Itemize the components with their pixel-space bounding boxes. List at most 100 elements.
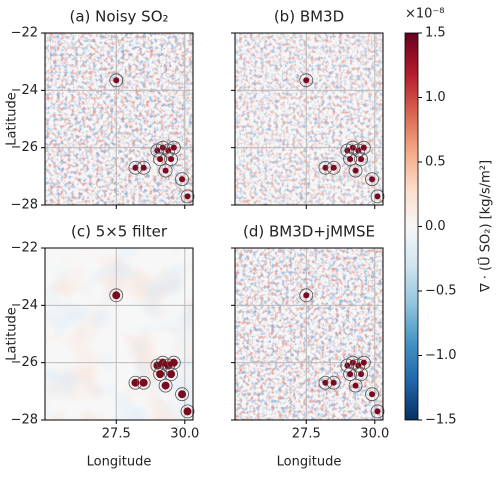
colorbar-multiplier: ×10⁻⁸ [405,7,445,22]
source-ring [370,189,385,204]
source-hotspot [162,167,169,174]
colorbar-tick-label: −1.5 [425,413,457,428]
source-ring [348,163,363,178]
source-ring [180,404,195,419]
source-ring [136,160,151,175]
source-hotspot [358,156,365,163]
source-ring [175,172,189,187]
source-ring [299,73,314,88]
source-hotspot [157,156,164,163]
x-tick-label: 27.5 [292,427,321,442]
source-hotspot [179,176,186,183]
y-tick-label: −26 [11,355,38,370]
source-hotspot [183,407,192,416]
field-texture [235,33,383,205]
y-tick-label: −24 [11,298,38,313]
colorbar-label: ∇ · (U⃗ SO₂) [kg/s/m²] [477,160,493,293]
x-axis-label: Longitude [87,455,152,470]
panel-title: (d) BM3D+jMMSE [243,223,375,241]
colorbar-tick-label: 0.0 [425,219,446,234]
source-hotspot [167,370,176,379]
source-hotspot [352,167,359,174]
panel-frame [44,32,194,206]
source-hotspot [360,144,367,151]
source-ring [136,375,151,390]
field-texture [45,248,193,420]
source-ring [354,152,368,167]
source-ring [109,73,124,88]
source-ring [354,367,368,382]
x-tick-label: 30.0 [170,427,199,442]
source-ring [365,387,379,402]
source-hotspot [169,358,178,367]
y-axis-label: Latitude [5,92,20,146]
y-axis-label: Latitude [5,307,20,361]
source-hotspot [303,77,310,84]
y-tick-label: −22 [11,241,38,256]
source-hotspot [347,371,354,378]
source-ring [158,163,173,178]
colorbar-tick-label: 1.5 [425,26,446,41]
source-hotspot [168,156,175,163]
source-hotspot [374,408,381,415]
field-texture [235,248,383,420]
source-ring [365,172,379,187]
colorbar-tick-label: 1.0 [425,90,446,105]
source-ring [164,152,178,167]
source-ring [166,140,181,155]
source-hotspot [369,391,376,398]
colorbar [404,32,419,421]
colorbar-tick-label: 0.5 [425,155,446,170]
source-hotspot [330,164,337,171]
source-hotspot [184,193,191,200]
x-axis-label: Longitude [277,455,342,470]
source-hotspot [170,144,177,151]
source-hotspot [139,378,148,387]
x-tick-label: 27.5 [102,427,131,442]
source-ring [356,355,371,370]
source-hotspot [330,379,337,386]
source-hotspot [178,390,187,399]
source-hotspot [303,292,310,299]
source-ring [164,367,178,382]
y-tick-label: −24 [11,83,38,98]
y-tick-label: −26 [11,140,38,155]
colorbar-tick-label: −1.0 [425,348,457,363]
source-hotspot [347,156,354,163]
source-hotspot [360,359,367,366]
source-ring [348,378,363,393]
source-hotspot [161,381,170,390]
source-ring [326,375,341,390]
source-ring [343,152,358,167]
y-tick-label: −28 [11,413,38,428]
panel-title: (c) 5×5 filter [71,223,168,241]
panel-title: (a) Noisy SO₂ [69,8,168,26]
y-tick-label: −28 [11,198,38,213]
source-hotspot [352,382,359,389]
source-hotspot [112,291,121,300]
source-ring [180,189,195,204]
y-tick-label: −22 [11,26,38,41]
source-ring [356,140,371,155]
panel-frame [234,247,384,421]
source-hotspot [156,370,165,379]
source-ring [299,288,314,303]
panel-frame [44,247,194,421]
source-ring [343,367,358,382]
source-ring [370,404,385,419]
source-hotspot [140,164,147,171]
source-hotspot [369,176,376,183]
source-hotspot [374,193,381,200]
source-ring [109,288,124,303]
panel-title: (b) BM3D [274,8,344,26]
source-ring [153,367,168,382]
source-ring [153,152,168,167]
panel-frame [234,32,384,206]
source-hotspot [358,371,365,378]
field-texture [45,33,193,205]
x-tick-label: 30.0 [360,427,389,442]
source-ring [166,355,181,370]
colorbar-tick-label: −0.5 [425,284,457,299]
source-ring [326,160,341,175]
